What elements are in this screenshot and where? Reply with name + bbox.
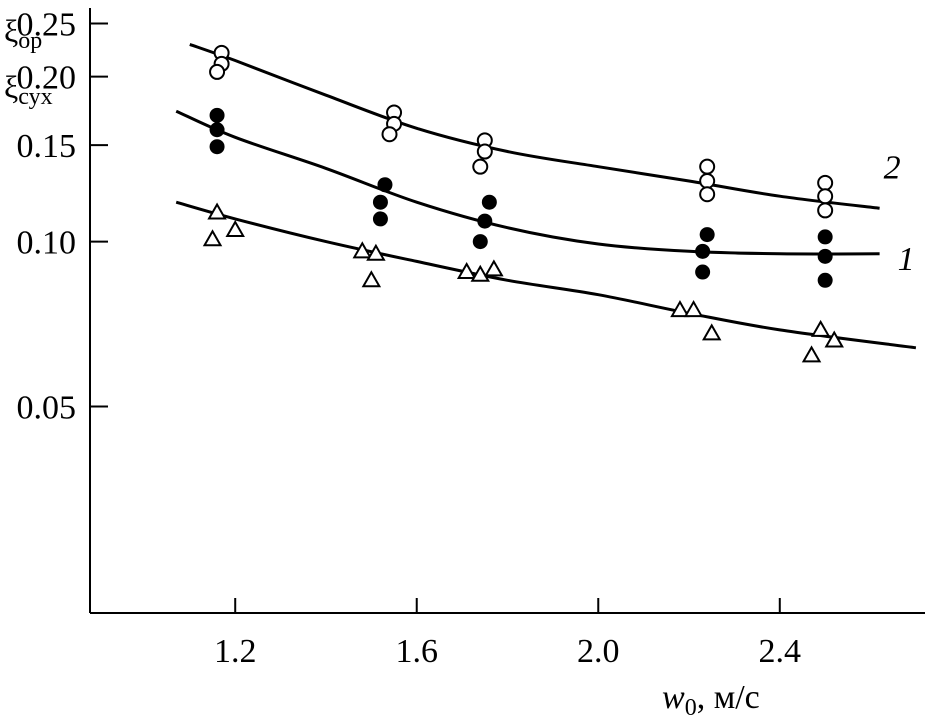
point-series-2 bbox=[699, 158, 716, 175]
x-tick-label: 2.0 bbox=[577, 633, 620, 670]
point-series-3 bbox=[361, 270, 382, 288]
point-series-1 bbox=[817, 248, 833, 264]
point-series-3 bbox=[225, 219, 245, 237]
x-tick-label: 2.4 bbox=[759, 633, 802, 670]
y-tick-label: 0.05 bbox=[17, 390, 77, 427]
point-series-1 bbox=[209, 139, 225, 155]
point-series-1 bbox=[377, 177, 393, 193]
point-series-3 bbox=[484, 259, 504, 277]
x-tick-label: 1.2 bbox=[214, 633, 257, 670]
point-series-3 bbox=[366, 243, 386, 261]
axes bbox=[89, 8, 925, 614]
point-series-3 bbox=[202, 229, 223, 247]
point-series-2 bbox=[209, 63, 226, 80]
y-tick-label: 0.10 bbox=[17, 225, 77, 262]
point-series-3 bbox=[456, 262, 477, 280]
y-tick-label: 0.25 bbox=[17, 7, 77, 44]
fitted-curves bbox=[175, 42, 917, 350]
point-series-2 bbox=[699, 173, 716, 190]
point-series-2 bbox=[817, 202, 834, 219]
y-axis-label-line: ξор bbox=[4, 13, 42, 54]
point-series-1 bbox=[481, 194, 497, 210]
point-series-1 bbox=[817, 229, 833, 245]
point-series-2 bbox=[472, 158, 489, 175]
point-series-1 bbox=[695, 264, 711, 280]
point-series-1 bbox=[209, 107, 225, 123]
point-series-1 bbox=[372, 194, 388, 210]
point-series-3 bbox=[207, 202, 227, 220]
point-series-1 bbox=[209, 122, 225, 138]
point-series-3 bbox=[810, 319, 831, 337]
curve-label-1: 1 bbox=[898, 241, 915, 278]
point-series-1 bbox=[372, 211, 388, 227]
fit-curve-3 bbox=[175, 200, 917, 350]
point-series-3 bbox=[701, 323, 722, 341]
point-series-1 bbox=[817, 272, 833, 288]
y-tick-label: 0.15 bbox=[17, 128, 77, 165]
point-series-1 bbox=[695, 243, 711, 259]
curve-label-2: 2 bbox=[884, 149, 901, 186]
y-axis-label-line: ξсух bbox=[4, 69, 53, 110]
fit-curve-1 bbox=[175, 109, 880, 256]
point-series-3 bbox=[670, 300, 690, 318]
labels: 0.25 0.20 0.15 0.10 0.05 1.2 1.6 2.0 2.4 ξор ξсух w… bbox=[4, 7, 915, 721]
point-series-3 bbox=[352, 241, 373, 259]
point-series-2 bbox=[381, 126, 398, 143]
point-series-1 bbox=[699, 227, 715, 243]
point-series-2 bbox=[817, 188, 834, 205]
y-tick-label: 0.20 bbox=[17, 60, 77, 97]
point-series-3 bbox=[824, 330, 844, 348]
point-series-3 bbox=[801, 345, 822, 363]
point-series-3 bbox=[683, 300, 704, 318]
fit-curve-2 bbox=[189, 42, 880, 210]
x-axis-label: w0, м/с bbox=[662, 679, 760, 721]
point-series-2 bbox=[817, 174, 834, 191]
x-tick-label: 1.6 bbox=[395, 633, 438, 670]
point-series-2 bbox=[476, 143, 493, 160]
point-series-1 bbox=[477, 213, 493, 229]
point-series-2 bbox=[699, 186, 716, 203]
point-series-3 bbox=[470, 264, 490, 282]
point-series-1 bbox=[472, 234, 488, 250]
data-points bbox=[202, 44, 844, 363]
